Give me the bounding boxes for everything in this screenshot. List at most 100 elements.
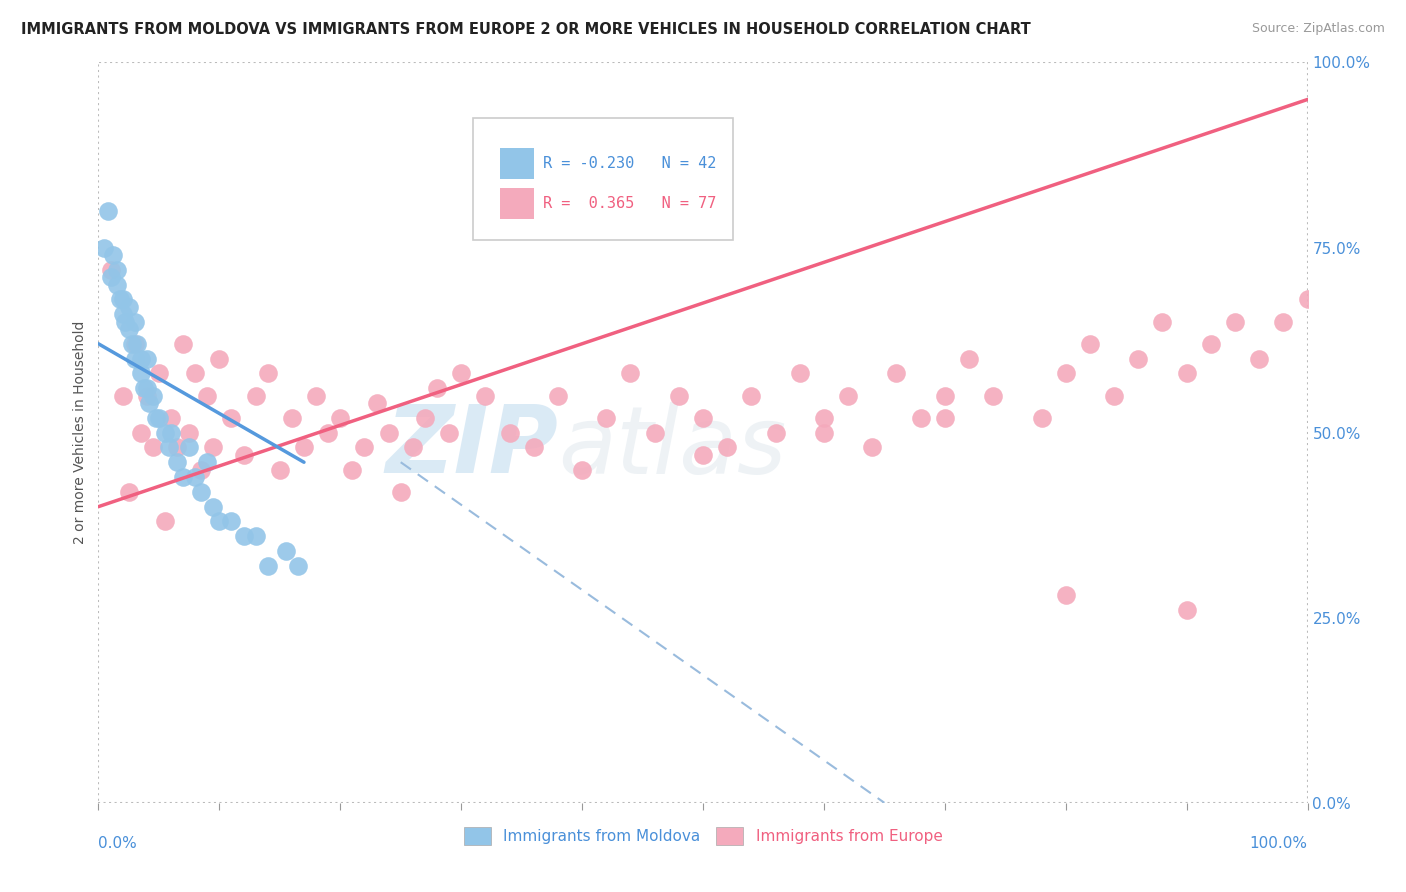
Point [292,441,315,455]
Point [127,336,149,351]
Point [1199,336,1222,351]
Point [101,248,124,262]
Point [813,410,835,425]
Point [426,381,449,395]
Point [93,240,115,255]
Point [129,425,152,440]
Point [135,351,157,366]
Point [190,484,212,499]
Point [153,425,176,440]
Point [1078,336,1101,351]
Point [329,410,352,425]
Point [148,367,170,381]
Point [190,462,212,476]
Point [160,425,183,440]
Legend: Immigrants from Moldova, Immigrants from Europe: Immigrants from Moldova, Immigrants from… [457,821,949,851]
Point [111,293,134,307]
Text: R =  0.365   N = 77: R = 0.365 N = 77 [543,196,717,211]
Point [221,410,243,425]
Point [232,448,254,462]
Point [450,367,472,381]
Text: 0.0%: 0.0% [98,836,138,851]
Point [1175,367,1198,381]
Point [342,462,364,476]
Point [281,410,304,425]
Point [934,388,956,402]
Point [142,388,165,402]
Point [957,351,980,366]
Point [195,388,218,402]
Point [124,351,146,366]
Point [129,351,152,366]
Point [668,388,690,402]
Point [274,544,297,558]
Point [595,410,617,425]
Point [184,470,207,484]
Y-axis label: 2 or more Vehicles in Household: 2 or more Vehicles in Household [73,321,87,544]
Point [813,425,835,440]
Point [1223,314,1246,328]
Point [389,484,412,499]
Point [153,515,176,529]
FancyBboxPatch shape [474,118,734,240]
Point [111,388,134,402]
Text: atlas: atlas [558,402,786,493]
Bar [98,62,1308,803]
Point [148,410,170,425]
Point [1128,351,1150,366]
Point [1102,388,1125,402]
Point [305,388,328,402]
Point [172,336,194,351]
Point [134,381,156,395]
Point [886,367,908,381]
Point [1031,410,1053,425]
Point [157,441,180,455]
Point [111,307,134,321]
Point [202,500,225,514]
Text: IMMIGRANTS FROM MOLDOVA VS IMMIGRANTS FROM EUROPE 2 OR MORE VEHICLES IN HOUSEHOL: IMMIGRANTS FROM MOLDOVA VS IMMIGRANTS FR… [21,22,1031,37]
Point [208,515,231,529]
Point [232,529,254,543]
Point [377,425,399,440]
Point [256,558,278,573]
Point [860,441,883,455]
Point [910,410,932,425]
Point [97,203,120,218]
Point [692,448,714,462]
Point [121,336,143,351]
Point [1296,293,1319,307]
Point [981,388,1004,402]
Point [179,425,201,440]
Point [100,270,122,285]
Point [221,515,243,529]
Point [316,425,339,440]
Point [202,441,225,455]
Text: ZIP: ZIP [385,401,558,493]
Point [114,314,136,328]
Point [547,388,569,402]
Point [692,410,714,425]
Text: Source: ZipAtlas.com: Source: ZipAtlas.com [1251,22,1385,36]
Point [837,388,859,402]
Point [160,410,183,425]
Point [523,441,546,455]
Point [179,441,201,455]
Text: 100.0%: 100.0% [1250,836,1308,851]
Point [256,367,278,381]
Point [1249,351,1271,366]
Point [366,396,388,410]
Point [245,388,267,402]
Point [105,262,128,277]
Point [184,367,207,381]
Point [166,455,188,469]
Point [195,455,218,469]
Point [789,367,811,381]
Point [172,470,194,484]
Point [108,293,131,307]
Point [145,410,167,425]
Point [129,367,152,381]
Point [1272,314,1295,328]
Point [644,425,666,440]
Point [413,410,436,425]
Point [934,410,956,425]
